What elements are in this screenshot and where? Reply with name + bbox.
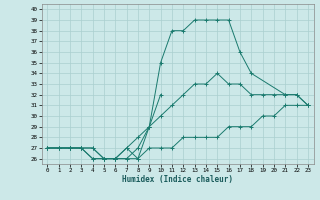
X-axis label: Humidex (Indice chaleur): Humidex (Indice chaleur) <box>122 175 233 184</box>
